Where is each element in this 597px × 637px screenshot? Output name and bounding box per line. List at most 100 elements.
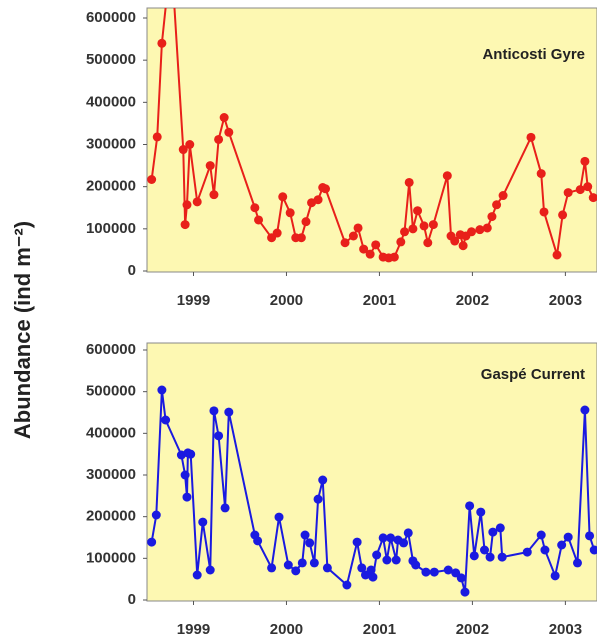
data-point: [442, 171, 452, 181]
data-point: [411, 560, 421, 570]
data-point: [589, 545, 597, 555]
data-point: [313, 195, 323, 205]
data-point: [421, 567, 431, 577]
x-tick-label: 1999: [177, 292, 210, 309]
data-point: [340, 238, 350, 248]
y-tick-label: 200000: [86, 178, 136, 195]
data-point: [575, 185, 585, 195]
x-tick-label: 2000: [270, 292, 303, 309]
y-tick-label: 300000: [86, 466, 136, 483]
data-point: [487, 212, 497, 222]
data-point: [526, 132, 536, 142]
data-point: [147, 537, 157, 547]
data-point: [391, 555, 401, 565]
data-point: [522, 547, 532, 557]
y-axis-label: Abundance (ind m⁻²): [10, 221, 35, 439]
data-point: [301, 217, 311, 227]
data-point: [151, 510, 161, 520]
data-point: [480, 545, 489, 555]
data-point: [540, 545, 550, 555]
data-point: [408, 224, 418, 234]
data-point: [378, 533, 388, 543]
data-point: [157, 38, 167, 48]
panel-annotation: Anticosti Gyre: [482, 46, 585, 63]
data-point: [352, 537, 362, 547]
data-point: [419, 221, 429, 231]
data-point: [353, 223, 363, 233]
data-point: [321, 184, 331, 194]
data-point: [147, 174, 157, 184]
data-point: [456, 573, 466, 583]
data-point: [219, 113, 229, 123]
data-point: [205, 565, 215, 575]
data-point: [318, 475, 328, 485]
data-point: [209, 406, 219, 416]
data-point: [214, 431, 224, 441]
data-point: [495, 523, 505, 533]
y-tick-label: 0: [128, 591, 136, 608]
panel-annotation: Gaspé Current: [481, 366, 585, 383]
data-point: [366, 565, 376, 575]
data-point: [180, 470, 190, 480]
data-point: [313, 494, 323, 504]
y-tick-label: 200000: [86, 508, 136, 525]
x-tick-label: 2003: [549, 292, 582, 309]
data-point: [161, 415, 171, 425]
data-point: [254, 215, 264, 225]
y-tick-label: 500000: [86, 51, 136, 68]
data-point: [557, 540, 567, 550]
data-point: [482, 223, 492, 233]
data-point: [178, 145, 188, 155]
y-tick-label: 500000: [86, 383, 136, 400]
y-tick-label: 0: [128, 262, 136, 279]
data-point: [309, 558, 319, 568]
data-point: [458, 241, 468, 251]
x-tick-label: 2001: [363, 292, 396, 309]
data-point: [492, 200, 502, 210]
data-point: [285, 208, 295, 218]
data-point: [469, 551, 479, 561]
x-tick-label: 2002: [456, 292, 489, 309]
plot: [147, 8, 597, 263]
data-point: [466, 227, 476, 237]
data-point: [382, 555, 392, 565]
data-point: [291, 566, 301, 576]
data-point: [497, 552, 507, 562]
data-point: [585, 531, 595, 541]
data-point: [220, 503, 230, 513]
data-point: [348, 231, 358, 241]
data-point: [580, 156, 590, 166]
data-point: [180, 220, 190, 230]
data-point: [182, 492, 192, 502]
data-point: [485, 552, 495, 562]
data-point: [550, 571, 560, 581]
data-point: [536, 530, 546, 540]
data-point: [322, 563, 332, 573]
data-point: [152, 132, 162, 142]
data-point: [185, 140, 195, 149]
data-point: [278, 192, 288, 202]
data-point: [588, 193, 597, 203]
data-point: [296, 233, 306, 243]
plot: [147, 385, 597, 597]
x-tick-label: 2003: [549, 621, 582, 637]
data-point: [224, 407, 234, 417]
data-point: [498, 191, 508, 201]
x-tick-label: 2000: [270, 621, 303, 637]
data-point: [250, 203, 260, 213]
data-point: [274, 512, 284, 522]
data-point: [386, 533, 396, 543]
data-point: [214, 134, 224, 144]
data-point: [429, 567, 439, 577]
data-point: [400, 227, 410, 237]
data-point: [423, 238, 433, 248]
data-point: [205, 161, 215, 171]
data-point: [583, 182, 593, 192]
data-point: [539, 207, 549, 217]
data-point: [359, 244, 369, 254]
x-tick-label: 2002: [456, 621, 489, 637]
data-point: [198, 517, 208, 527]
data-point: [342, 580, 352, 590]
data-point: [563, 532, 573, 542]
